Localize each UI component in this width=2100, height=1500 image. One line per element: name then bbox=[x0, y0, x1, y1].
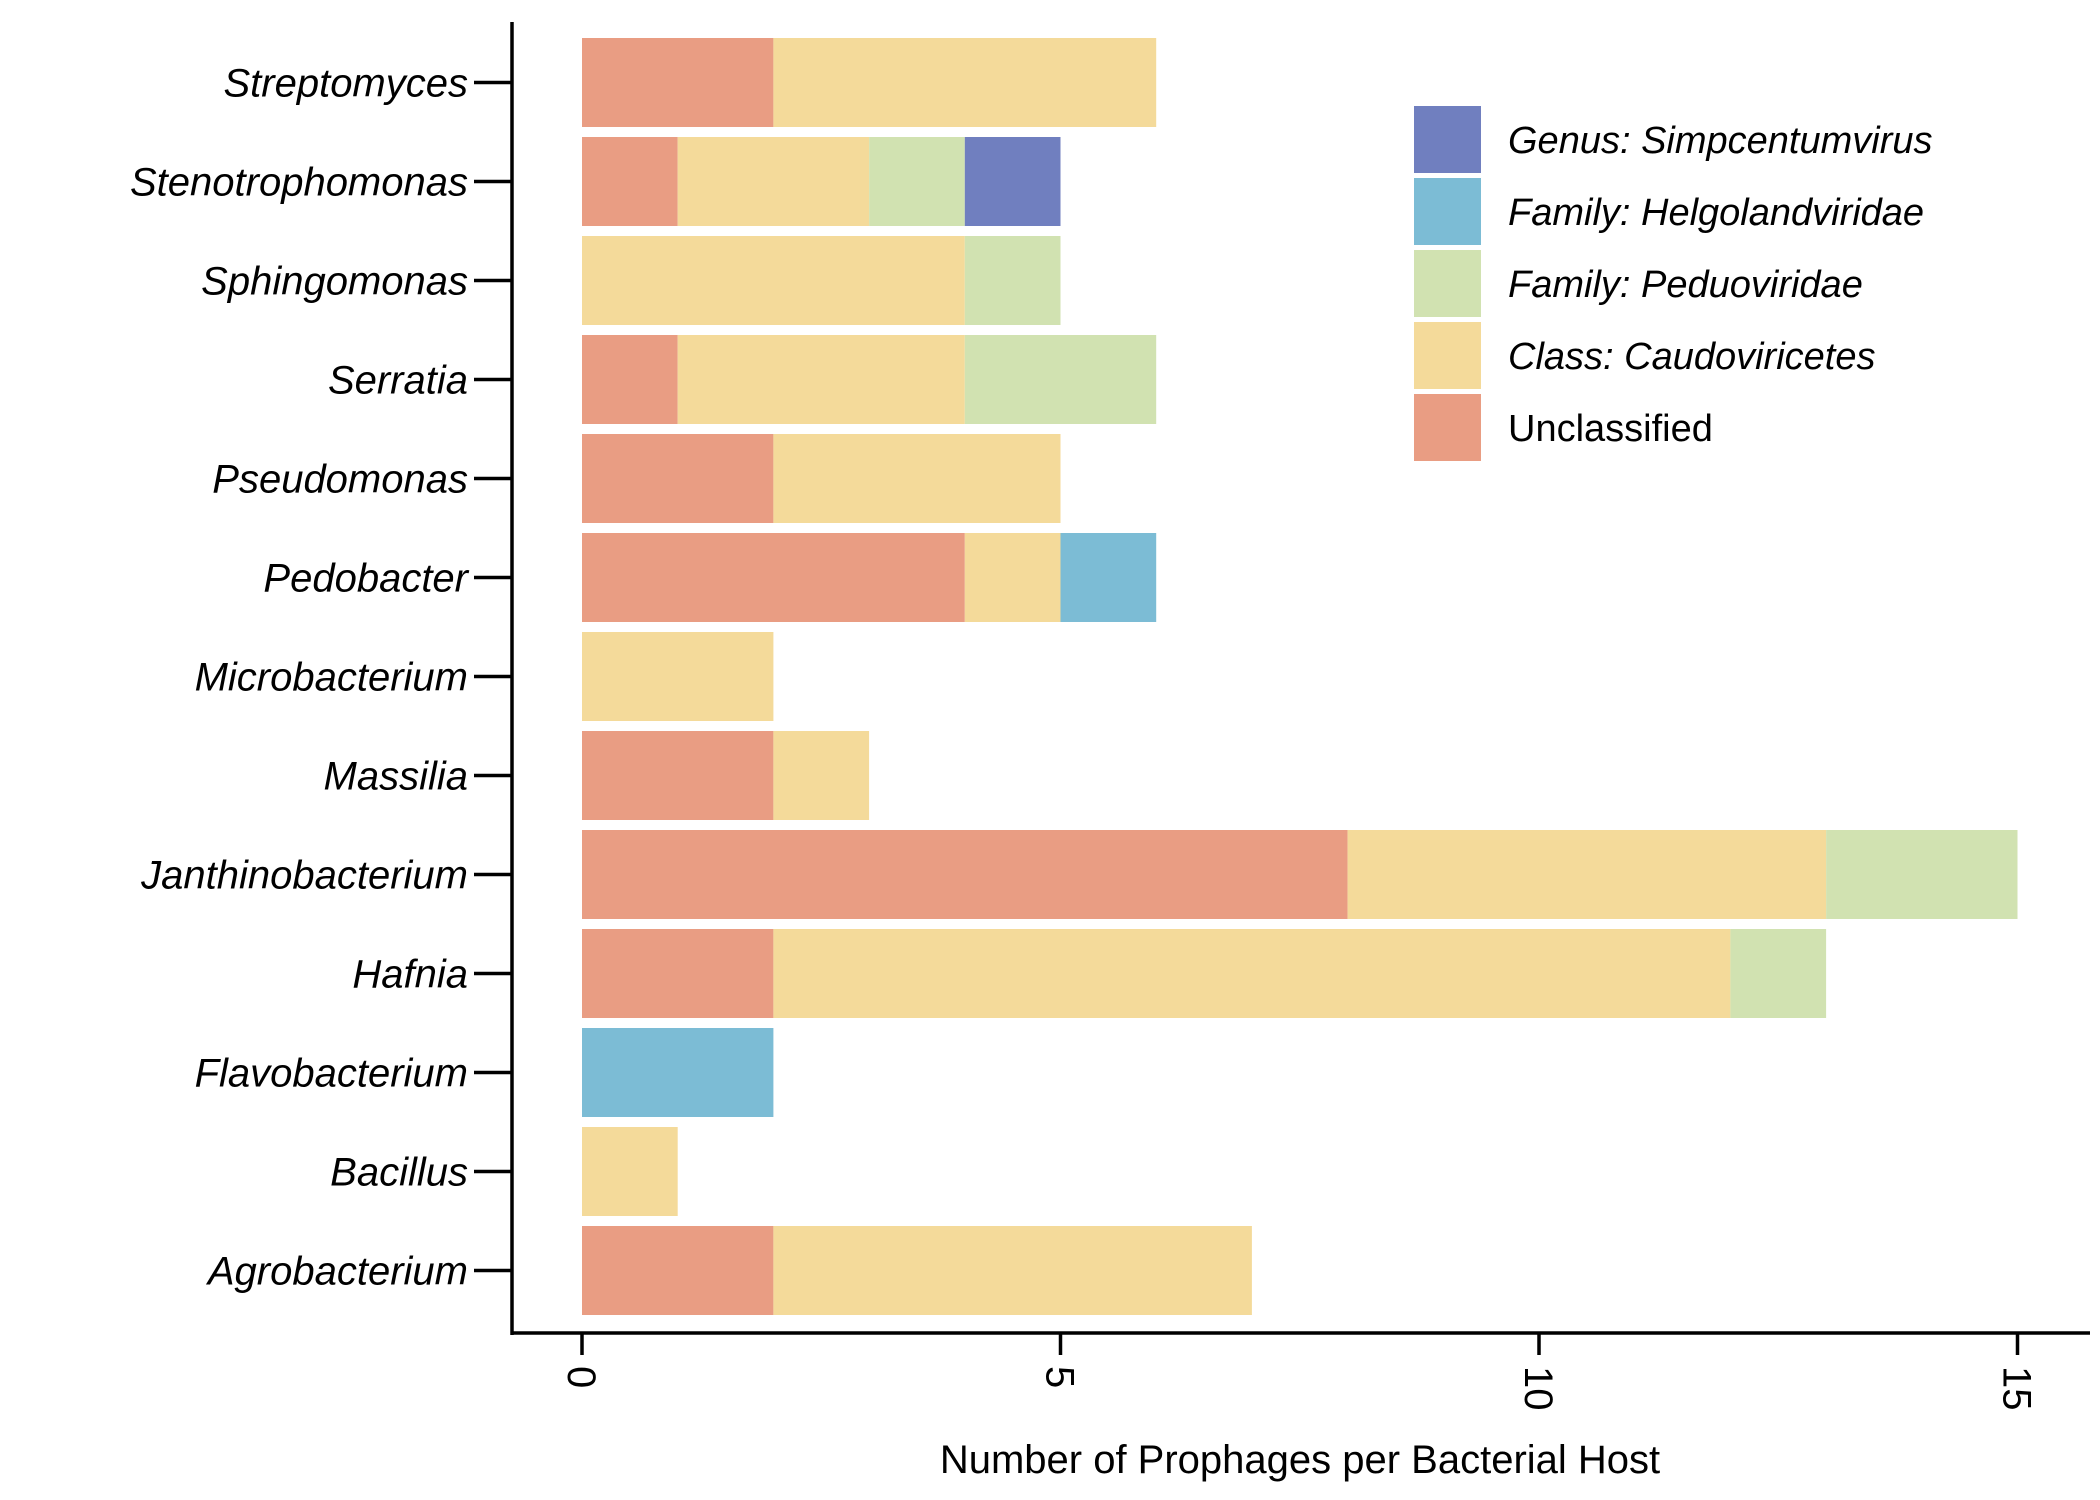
bars-group bbox=[582, 38, 2018, 1315]
x-axis: 0 5 10 15 bbox=[511, 1331, 2090, 1411]
bar-serratia-class-caudoviricetes bbox=[677, 335, 965, 424]
legend-label-family-helgolandviridae: Family: Helgolandviridae bbox=[1508, 192, 1924, 234]
y-tick-label-bacillus: Bacillus bbox=[330, 1151, 468, 1195]
legend-label-family-peduoviridae: Family: Peduoviridae bbox=[1508, 264, 1863, 306]
bar-sphingomonas-family-peduoviridae bbox=[964, 236, 1061, 325]
bar-stenotrophomonas-class-caudoviricetes bbox=[677, 137, 870, 226]
legend-swatch-family-helgolandviridae bbox=[1414, 178, 1481, 245]
bar-serratia-family-peduoviridae bbox=[964, 335, 1157, 424]
y-tick-label-sphingomonas: Sphingomonas bbox=[201, 260, 468, 304]
bar-bacillus-class-caudoviricetes bbox=[582, 1127, 678, 1216]
bar-pedobacter-unclassified bbox=[582, 533, 965, 622]
bar-stenotrophomonas-family-peduoviridae bbox=[869, 137, 965, 226]
y-tick-label-streptomyces: Streptomyces bbox=[223, 62, 468, 106]
x-tick-label-10: 10 bbox=[1516, 1366, 1560, 1411]
legend-label-class-caudoviricetes: Class: Caudoviricetes bbox=[1508, 336, 1875, 378]
y-tick-label-microbacterium: Microbacterium bbox=[195, 656, 468, 700]
legend-label-genus-simpcentumvirus: Genus: Simpcentumvirus bbox=[1508, 120, 1933, 162]
x-tick-label-5: 5 bbox=[1038, 1366, 1082, 1388]
bar-massilia-unclassified bbox=[582, 731, 774, 820]
bar-stenotrophomonas-unclassified bbox=[582, 137, 678, 226]
bar-agrobacterium-class-caudoviricetes bbox=[773, 1226, 1252, 1315]
legend-label-unclassified: Unclassified bbox=[1508, 408, 1713, 450]
bar-streptomyces-class-caudoviricetes bbox=[773, 38, 1157, 127]
y-tick-label-agrobacterium: Agrobacterium bbox=[206, 1250, 468, 1294]
bar-hafnia-family-peduoviridae bbox=[1730, 929, 1827, 1018]
x-tick-label-15: 15 bbox=[1995, 1366, 2039, 1411]
y-tick-label-massilia: Massilia bbox=[324, 755, 468, 799]
bar-janthinobacterium-class-caudoviricetes bbox=[1347, 830, 1827, 919]
y-tick-label-hafnia: Hafnia bbox=[352, 953, 468, 997]
y-tick-label-stenotrophomonas: Stenotrophomonas bbox=[130, 161, 468, 205]
bar-agrobacterium-unclassified bbox=[582, 1226, 774, 1315]
bar-serratia-unclassified bbox=[582, 335, 678, 424]
x-tick-label-0: 0 bbox=[559, 1366, 603, 1388]
bar-pseudomonas-class-caudoviricetes bbox=[773, 434, 1061, 523]
y-tick-label-janthinobacterium: Janthinobacterium bbox=[140, 854, 468, 898]
bar-hafnia-unclassified bbox=[582, 929, 774, 1018]
y-tick-label-pedobacter: Pedobacter bbox=[263, 557, 469, 601]
y-tick-label-pseudomonas: Pseudomonas bbox=[212, 458, 468, 502]
y-tick-label-serratia: Serratia bbox=[328, 359, 468, 403]
bar-pedobacter-family-helgolandviridae bbox=[1060, 533, 1157, 622]
bar-massilia-class-caudoviricetes bbox=[773, 731, 870, 820]
bar-flavobacterium-family-helgolandviridae bbox=[582, 1028, 774, 1117]
bar-microbacterium-class-caudoviricetes bbox=[582, 632, 774, 721]
bar-streptomyces-unclassified bbox=[582, 38, 774, 127]
bar-hafnia-class-caudoviricetes bbox=[773, 929, 1731, 1018]
bar-stenotrophomonas-genus-simpcentumvirus bbox=[964, 137, 1061, 226]
bar-pedobacter-class-caudoviricetes bbox=[964, 533, 1061, 622]
x-axis-title: Number of Prophages per Bacterial Host bbox=[940, 1438, 1660, 1482]
bar-janthinobacterium-unclassified bbox=[582, 830, 1348, 919]
legend: Genus: Simpcentumvirus Family: Helgolandv… bbox=[1414, 106, 1933, 461]
y-axis: Streptomyces Stenotrophomonas Sphingomonas… bbox=[130, 22, 514, 1335]
y-tick-label-flavobacterium: Flavobacterium bbox=[195, 1052, 468, 1096]
bar-pseudomonas-unclassified bbox=[582, 434, 774, 523]
legend-swatch-class-caudoviricetes bbox=[1414, 322, 1481, 389]
bar-sphingomonas-class-caudoviricetes bbox=[582, 236, 965, 325]
legend-swatch-genus-simpcentumvirus bbox=[1414, 106, 1481, 173]
legend-swatch-unclassified bbox=[1414, 394, 1481, 461]
bar-janthinobacterium-family-peduoviridae bbox=[1826, 830, 2018, 919]
legend-swatch-family-peduoviridae bbox=[1414, 250, 1481, 317]
